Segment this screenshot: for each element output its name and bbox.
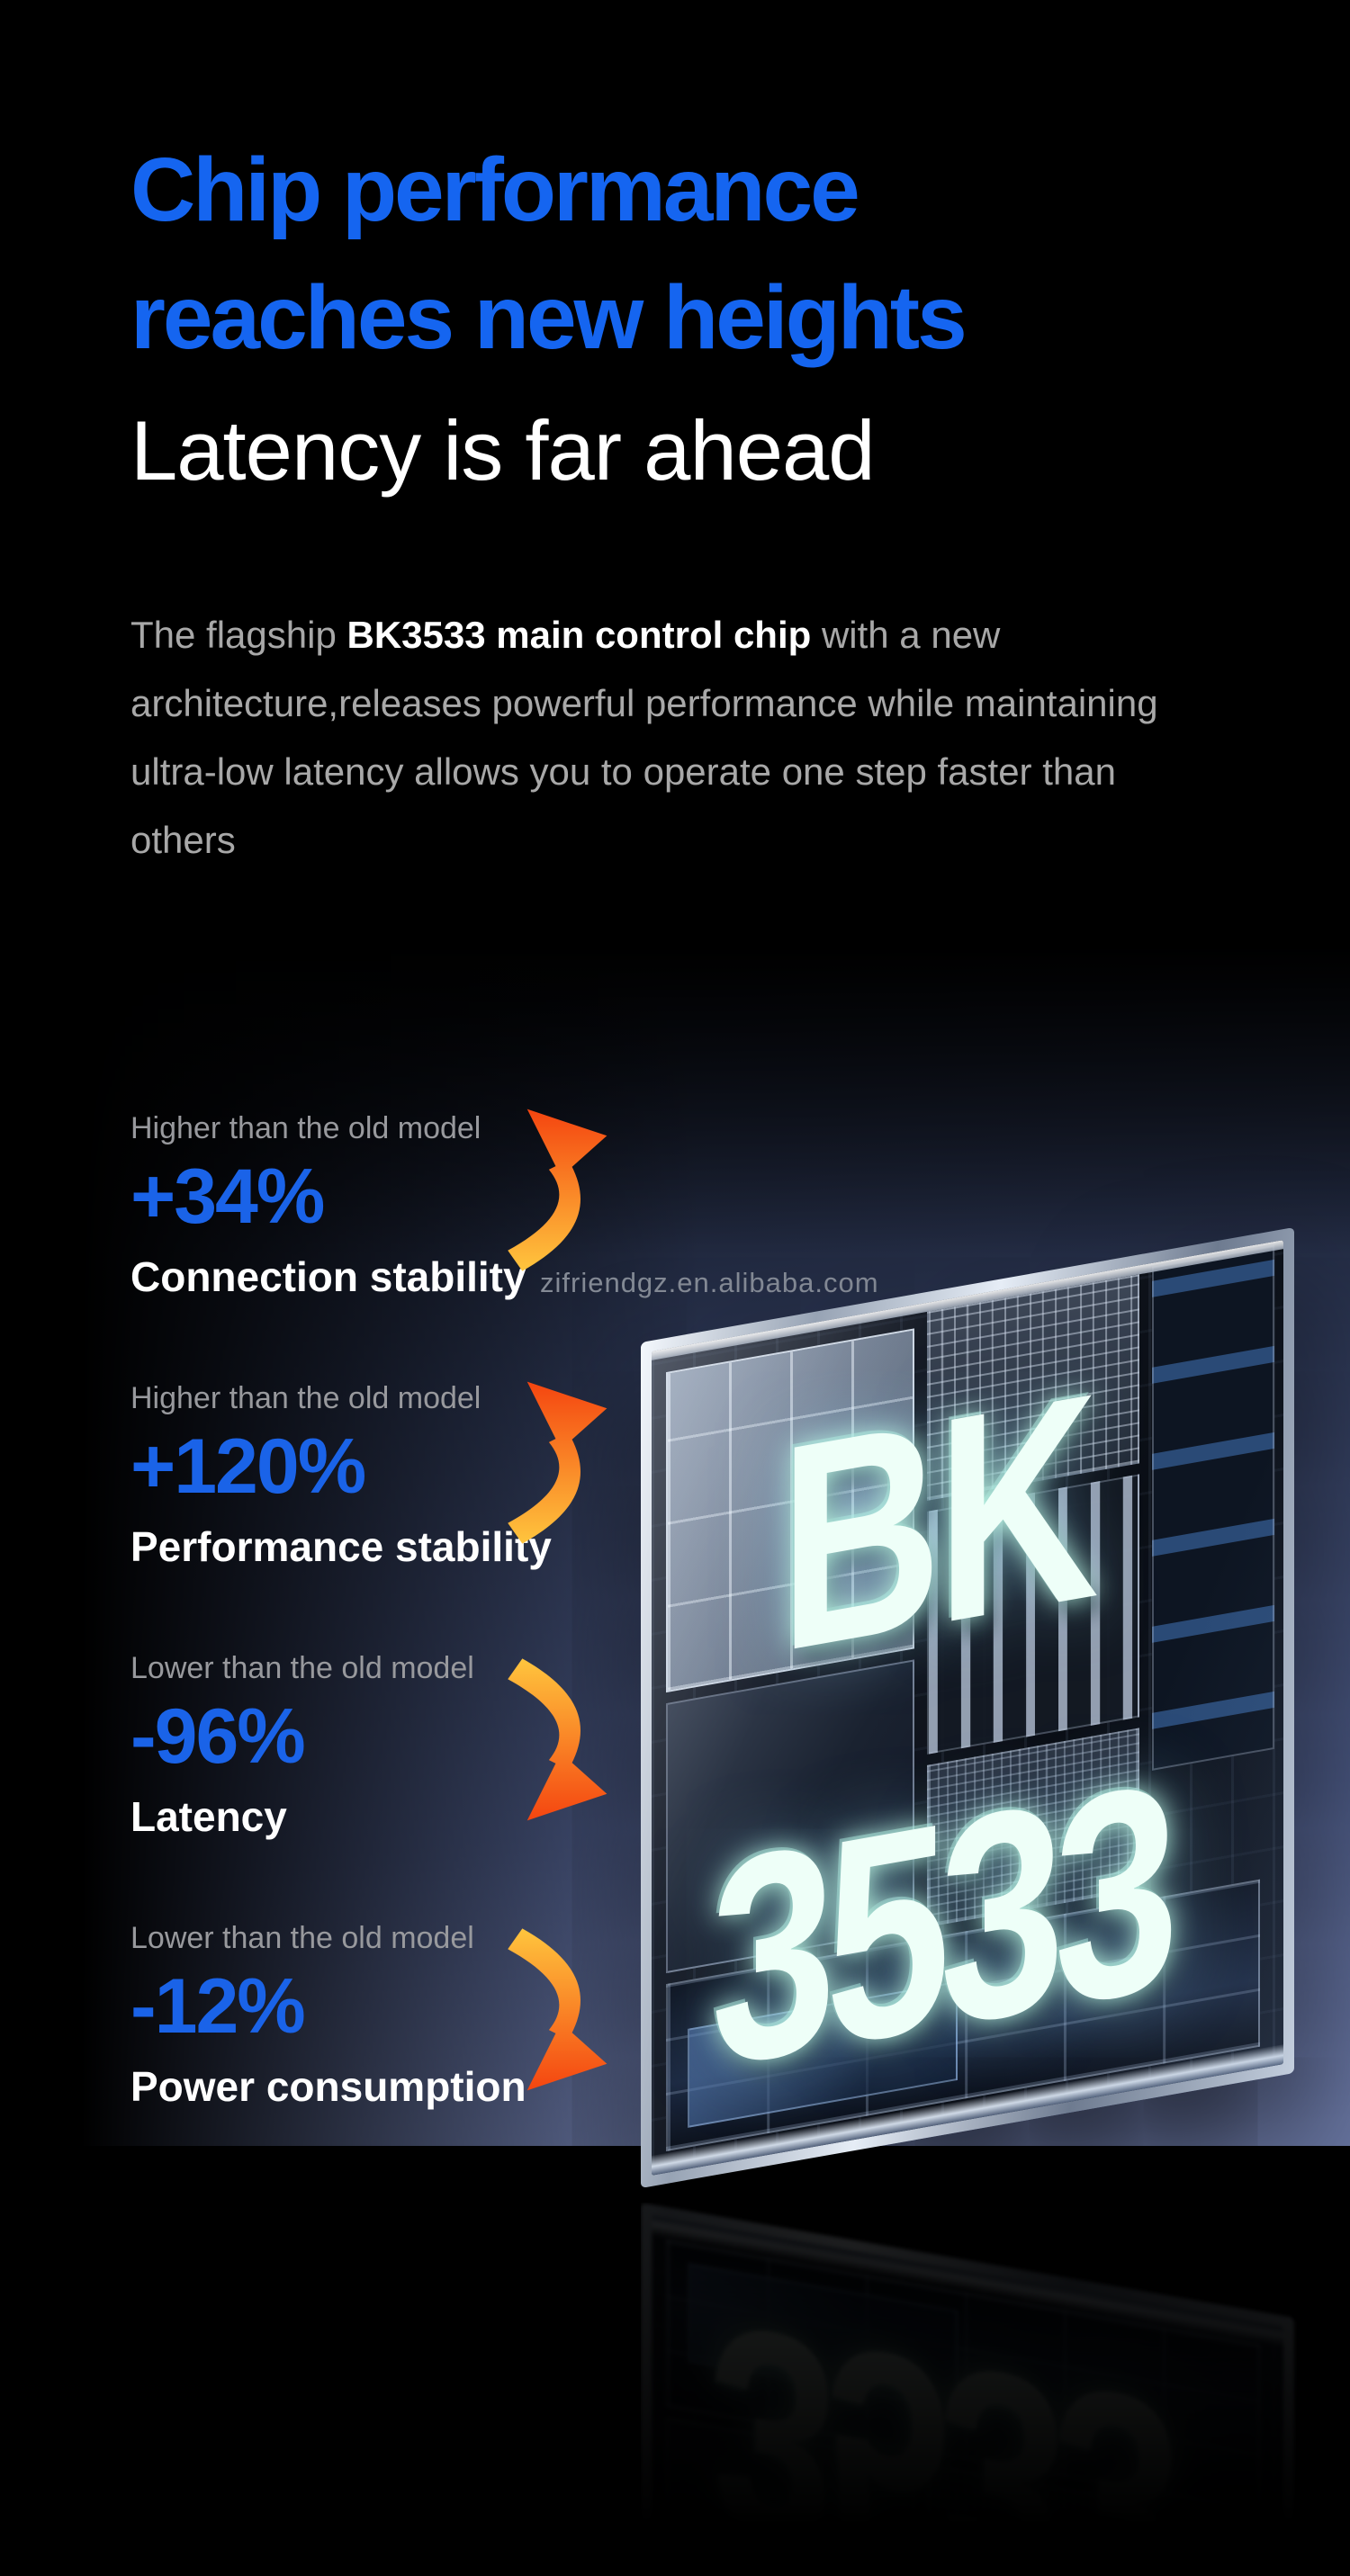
chip-image: BK 3533 [641, 1226, 1294, 2188]
description-suffix: with a new architecture,releases powerfu… [130, 614, 1158, 861]
stat-metric: Latency [130, 1793, 287, 1840]
page-title-line2: reaches new heights [130, 267, 968, 368]
chip-label-3533: 3533 [711, 1721, 1169, 2129]
chip-label-bk: BK [779, 1331, 1094, 1714]
stat-metric: Performance stability [130, 1523, 552, 1570]
stat-block-power-consumption: Lower than the old model -12% Power cons… [130, 1918, 634, 2111]
stat-value: +120% [130, 1423, 366, 1510]
trend-up-arrow-icon [488, 1379, 639, 1548]
page-title-line1: Chip performance [130, 139, 860, 240]
stat-value: -96% [130, 1693, 306, 1780]
stat-block-latency: Lower than the old model -96% Latency [130, 1648, 634, 1841]
chip-reflection: BK 3533 [641, 2203, 1307, 2576]
chip-die: BK 3533 [652, 1240, 1283, 2176]
stat-block-performance-stability: Higher than the old model +120% Performa… [130, 1378, 634, 1571]
stat-metric: Connection stability [130, 1253, 526, 1300]
page-subtitle: Latency is far ahead [130, 403, 876, 498]
page-title: Chip performance reaches new heights [130, 126, 968, 381]
chip-reflection-image: BK 3533 [641, 2203, 1294, 2576]
trend-down-arrow-icon [488, 1924, 639, 2093]
chip-right-column-block [1152, 1244, 1274, 1771]
trend-up-arrow-icon [488, 1107, 639, 1276]
stat-metric: Power consumption [130, 2063, 526, 2110]
stat-qualifier: Lower than the old model [130, 1921, 474, 1955]
watermark: zifriendgz.en.alibaba.com [540, 1267, 879, 1298]
stat-value: +34% [130, 1153, 325, 1240]
trend-down-arrow-icon [488, 1654, 639, 1823]
stat-block-connection-stability: Higher than the old model +34% Connectio… [130, 1108, 634, 1301]
stat-value: -12% [130, 1963, 306, 2050]
description-paragraph: The flagship BK3533 main control chip wi… [130, 601, 1202, 875]
stat-qualifier: Higher than the old model [130, 1381, 482, 1415]
description-chip-name: BK3533 main control chip [346, 614, 812, 656]
stat-qualifier: Higher than the old model [130, 1111, 482, 1145]
description-prefix: The flagship [130, 614, 347, 656]
stat-qualifier: Lower than the old model [130, 1651, 474, 1685]
